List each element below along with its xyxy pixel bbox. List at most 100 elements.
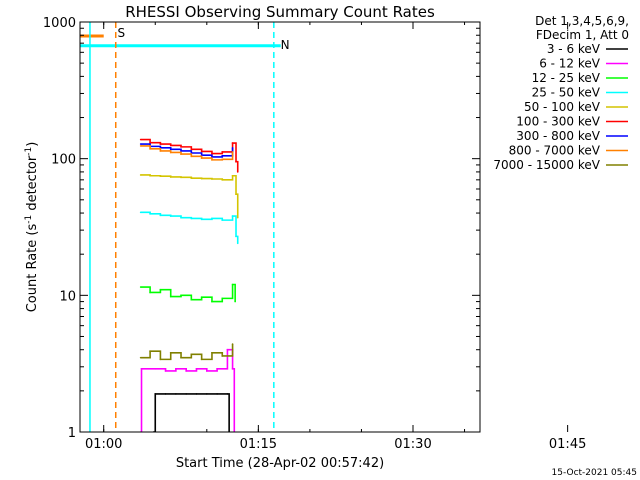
data-point (169, 215, 172, 217)
legend-label: 800 - 7000 keV (509, 144, 601, 158)
data-point (164, 370, 167, 372)
data-point (226, 393, 229, 395)
data-point (211, 159, 213, 161)
data-point (235, 160, 237, 163)
data-point (221, 151, 224, 153)
data-point (180, 153, 182, 155)
data-point (149, 174, 151, 177)
data-point (175, 393, 177, 395)
data-point (159, 214, 162, 217)
plot-frame (79, 21, 481, 433)
data-point (216, 393, 218, 395)
series-line-4 (140, 174, 239, 218)
data-point (190, 155, 193, 158)
data-point (139, 356, 142, 359)
data-point (221, 355, 224, 357)
data-point (139, 211, 142, 214)
annotation-label: S (117, 26, 125, 40)
series-line-8 (140, 344, 234, 361)
y-tick-label: 1 (68, 426, 76, 441)
data-point (234, 300, 236, 303)
legend-label: 25 - 50 keV (532, 86, 601, 100)
plot-area: SN 01:0001:1501:3001:4502:0002:1502:3011… (43, 16, 586, 452)
series-line-2 (140, 283, 236, 303)
data-point (221, 219, 224, 221)
data-point (180, 216, 182, 219)
data-point (200, 358, 203, 361)
data-point (221, 154, 224, 157)
data-point (159, 150, 162, 152)
data-point (149, 212, 151, 215)
legend-header-line-1: Det 1,3,4,5,6,9, (535, 14, 629, 28)
annotation-label: N (281, 38, 290, 52)
data-point (200, 177, 203, 180)
data-point (200, 296, 203, 298)
y-tick-label: 100 (51, 153, 76, 168)
data-point (180, 146, 182, 148)
data-point (211, 300, 213, 303)
x-tick-label: 01:45 (549, 437, 586, 452)
data-point (200, 150, 203, 153)
data-point (154, 368, 157, 370)
data-point (159, 175, 162, 177)
x-tick-label: 01:30 (394, 437, 431, 452)
data-point (231, 151, 234, 153)
data-point (180, 294, 182, 297)
data-point (185, 370, 187, 372)
data-point (221, 297, 224, 300)
data-point (190, 217, 193, 220)
data-point (169, 144, 172, 147)
data-point (195, 368, 198, 370)
data-point (231, 368, 234, 370)
data-point (180, 150, 182, 152)
data-point (236, 216, 239, 219)
data-point (180, 356, 182, 359)
data-point (231, 215, 234, 217)
data-point (185, 393, 187, 395)
data-point (211, 152, 213, 155)
data-point (139, 286, 142, 288)
data-point (235, 193, 237, 195)
series-line-1 (140, 348, 236, 432)
data-point (221, 158, 224, 161)
data-point (216, 368, 218, 370)
data-point (175, 368, 177, 370)
data-point (190, 177, 193, 179)
legend-label: 3 - 6 keV (547, 42, 601, 56)
data-point (139, 174, 142, 176)
data-point (149, 291, 151, 294)
data-point (200, 218, 203, 221)
data-point (221, 179, 224, 181)
series-line-0 (153, 393, 230, 432)
data-point (206, 370, 208, 372)
data-point (139, 138, 142, 141)
footer-timestamp: 15-Oct-2021 05:45 (552, 468, 637, 478)
data-point (154, 393, 157, 395)
y-axis-label: Count Rate (s-1 detector-1) (24, 142, 40, 313)
legend-label: 6 - 12 keV (539, 57, 601, 71)
x-tick-label: 01:00 (85, 437, 122, 452)
legend-label: 50 - 100 keV (524, 100, 601, 114)
data-point (140, 368, 143, 370)
data-point (235, 235, 237, 238)
data-point (211, 178, 213, 180)
legend-header-line-2: FDecim 1, Att 0 (536, 28, 629, 42)
data-point (226, 348, 229, 351)
legend-label: 300 - 800 keV (516, 129, 600, 143)
data-point (169, 148, 172, 151)
data-point (159, 358, 162, 361)
data-point (231, 343, 234, 345)
x-axis-label: Start Time (28-Apr-02 00:57:42) (176, 456, 384, 471)
data-point (195, 393, 198, 395)
series-line-3 (140, 211, 239, 244)
legend-label: 7000 - 15000 keV (493, 158, 600, 172)
y-tick-label: 1000 (43, 16, 76, 31)
data-point (231, 283, 234, 286)
data-point (190, 148, 193, 151)
data-point (149, 350, 151, 353)
series-line-6 (140, 143, 234, 158)
data-point (190, 298, 193, 301)
data-point (206, 393, 208, 395)
data-point (139, 143, 142, 145)
